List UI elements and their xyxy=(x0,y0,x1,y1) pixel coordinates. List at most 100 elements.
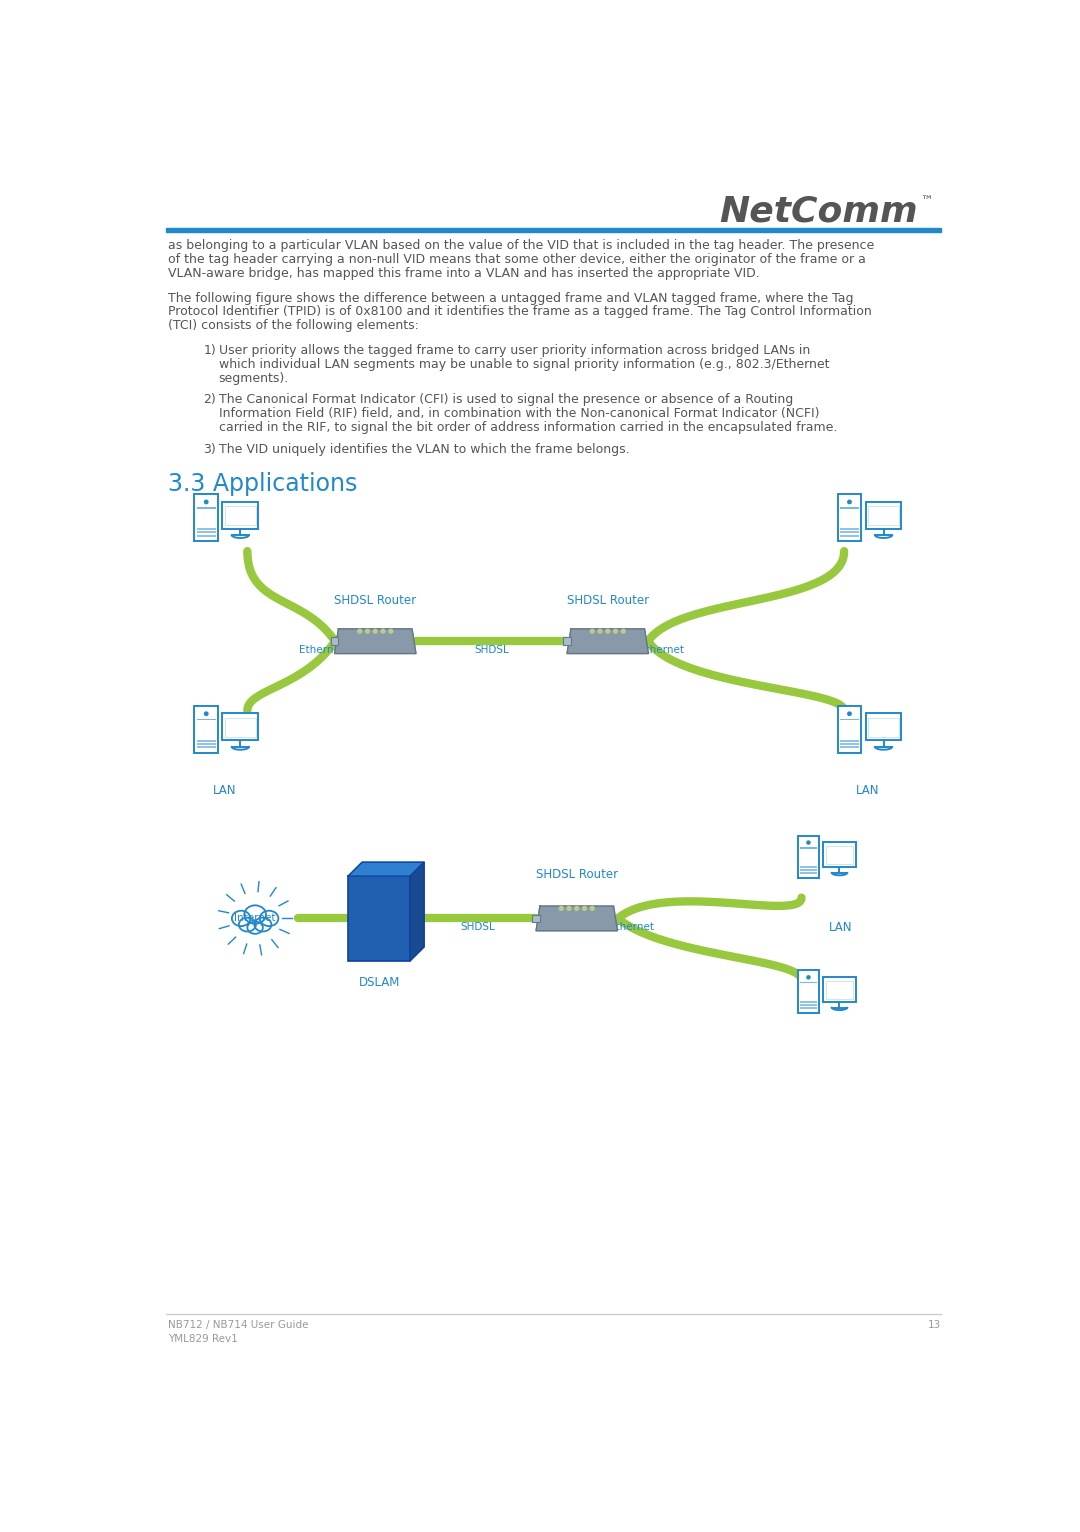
Text: SHDSL: SHDSL xyxy=(474,645,509,656)
Circle shape xyxy=(807,841,810,844)
Bar xyxy=(840,532,859,533)
Bar xyxy=(825,980,853,999)
Ellipse shape xyxy=(255,918,271,931)
Bar xyxy=(222,501,258,529)
Circle shape xyxy=(606,630,610,633)
Bar xyxy=(800,872,816,875)
Circle shape xyxy=(613,630,618,633)
Bar xyxy=(197,740,216,741)
Text: SHDSL Router: SHDSL Router xyxy=(536,869,618,881)
Polygon shape xyxy=(410,863,424,961)
Bar xyxy=(225,717,256,737)
Polygon shape xyxy=(335,630,416,654)
Text: LAN: LAN xyxy=(855,784,879,797)
Text: NetComm: NetComm xyxy=(719,195,918,228)
Bar xyxy=(866,501,902,529)
Bar xyxy=(800,1003,816,1007)
Circle shape xyxy=(591,907,594,910)
Text: 1): 1) xyxy=(203,345,216,357)
Text: The following figure shows the difference between a untagged frame and VLAN tagg: The following figure shows the differenc… xyxy=(167,291,853,305)
Ellipse shape xyxy=(244,905,266,924)
Bar xyxy=(840,740,859,741)
Bar xyxy=(800,847,816,849)
Circle shape xyxy=(204,712,208,715)
Bar xyxy=(222,714,258,740)
Text: SHDSL Router: SHDSL Router xyxy=(334,593,416,607)
Text: 13: 13 xyxy=(928,1321,941,1330)
Text: segments).: segments). xyxy=(218,372,289,385)
Bar xyxy=(197,746,216,749)
Text: LAN: LAN xyxy=(828,921,852,935)
Bar xyxy=(823,977,855,1002)
Circle shape xyxy=(374,630,377,633)
Circle shape xyxy=(582,907,586,910)
Bar xyxy=(837,706,862,752)
Polygon shape xyxy=(567,630,648,654)
Text: Information Field (RIF) field, and, in combination with the Non-canonical Format: Information Field (RIF) field, and, in c… xyxy=(218,408,820,420)
Bar xyxy=(532,915,540,922)
Bar xyxy=(840,743,859,745)
Bar xyxy=(840,529,859,530)
Bar xyxy=(348,876,410,961)
Bar xyxy=(197,743,216,745)
Bar xyxy=(194,495,218,541)
Text: Ethernet: Ethernet xyxy=(298,645,343,656)
Text: User priority allows the tagged frame to carry user priority information across : User priority allows the tagged frame to… xyxy=(218,345,810,357)
Polygon shape xyxy=(536,905,618,931)
Text: DSLAM: DSLAM xyxy=(359,976,400,990)
Text: 3.3 Applications: 3.3 Applications xyxy=(167,472,356,496)
Bar xyxy=(840,746,859,749)
Bar xyxy=(563,637,571,645)
Bar xyxy=(330,637,338,645)
Bar xyxy=(225,506,256,525)
Text: The VID uniquely identifies the VLAN to which the frame belongs.: The VID uniquely identifies the VLAN to … xyxy=(218,443,630,455)
Text: 3): 3) xyxy=(203,443,216,455)
Bar xyxy=(800,1007,816,1010)
Bar xyxy=(868,717,899,737)
Bar xyxy=(798,970,820,1013)
Ellipse shape xyxy=(239,918,256,931)
Bar xyxy=(800,982,816,984)
Bar xyxy=(866,714,902,740)
Bar xyxy=(800,869,816,872)
Bar xyxy=(166,228,941,231)
Circle shape xyxy=(381,630,384,633)
Text: SHDSL: SHDSL xyxy=(460,922,495,933)
Bar xyxy=(194,706,218,752)
Bar xyxy=(197,507,216,509)
Circle shape xyxy=(621,630,625,633)
Ellipse shape xyxy=(232,910,251,927)
Bar xyxy=(197,529,216,530)
Circle shape xyxy=(567,907,571,910)
Text: 2): 2) xyxy=(203,394,216,406)
Text: as belonging to a particular VLAN based on the value of the VID that is included: as belonging to a particular VLAN based … xyxy=(167,239,874,253)
Circle shape xyxy=(357,630,362,633)
Bar xyxy=(837,495,862,541)
Circle shape xyxy=(575,907,579,910)
Circle shape xyxy=(848,712,851,715)
Text: which individual LAN segments may be unable to signal priority information (e.g.: which individual LAN segments may be una… xyxy=(218,358,829,371)
Text: YML829 Rev1: YML829 Rev1 xyxy=(167,1334,238,1344)
Text: The Canonical Format Indicator (CFI) is used to signal the presence or absence o: The Canonical Format Indicator (CFI) is … xyxy=(218,394,793,406)
Text: NB712 / NB714 User Guide: NB712 / NB714 User Guide xyxy=(167,1321,308,1330)
Text: of the tag header carrying a non-null VID means that some other device, either t: of the tag header carrying a non-null VI… xyxy=(167,253,865,267)
Bar xyxy=(840,719,859,720)
Bar xyxy=(868,506,899,525)
Bar xyxy=(840,507,859,509)
Text: Ethernet: Ethernet xyxy=(639,645,685,656)
Circle shape xyxy=(204,501,208,504)
Bar xyxy=(197,719,216,720)
Polygon shape xyxy=(348,863,424,876)
Text: LAN: LAN xyxy=(213,784,235,797)
Text: carried in the RIF, to signal the bit order of address information carried in th: carried in the RIF, to signal the bit or… xyxy=(218,421,837,434)
Ellipse shape xyxy=(247,922,262,935)
Circle shape xyxy=(807,976,810,979)
Text: Protocol Identifier (TPID) is of 0x8100 and it identifies the frame as a tagged : Protocol Identifier (TPID) is of 0x8100 … xyxy=(167,305,872,319)
Text: ™: ™ xyxy=(920,195,932,208)
Bar xyxy=(825,846,853,864)
Circle shape xyxy=(559,907,563,910)
Circle shape xyxy=(598,630,602,633)
Ellipse shape xyxy=(260,910,279,927)
Bar xyxy=(840,535,859,536)
Bar xyxy=(197,535,216,536)
